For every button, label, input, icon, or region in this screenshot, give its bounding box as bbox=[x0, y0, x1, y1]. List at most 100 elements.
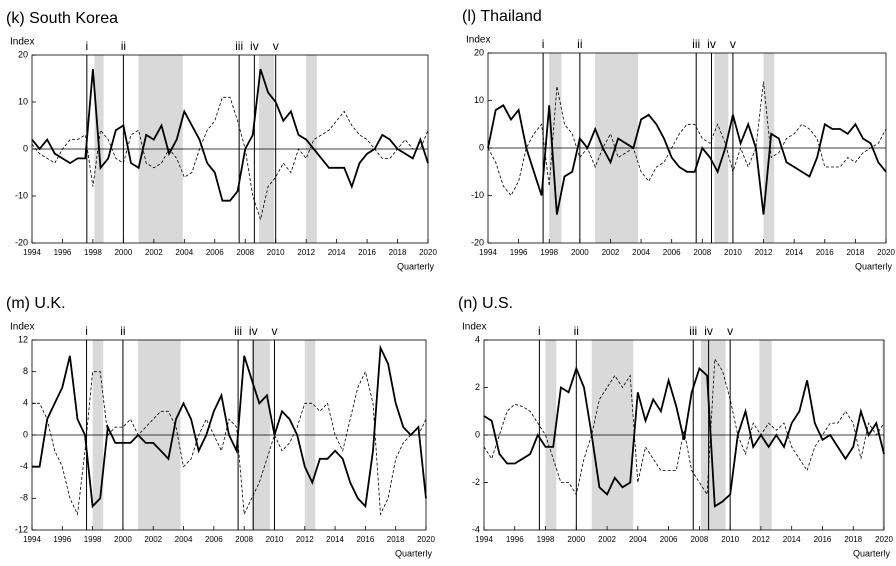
x-tick-label: 2020 bbox=[877, 248, 895, 257]
event-label: ii bbox=[577, 37, 582, 51]
series-line bbox=[32, 370, 427, 516]
x-tick-label: 1996 bbox=[506, 535, 524, 544]
x-tick-label: 1994 bbox=[23, 248, 41, 257]
x-tick-label: 2014 bbox=[783, 535, 801, 544]
y-tick-label: -10 bbox=[471, 190, 484, 200]
plot-frame bbox=[483, 339, 885, 531]
x-tick-label: 2012 bbox=[755, 248, 773, 257]
x-tick-label: 2000 bbox=[114, 535, 132, 544]
x-tick-label: 2012 bbox=[296, 535, 314, 544]
event-label: ii bbox=[121, 39, 126, 53]
y-tick-label: -4 bbox=[472, 524, 480, 534]
event-label: iv bbox=[249, 324, 258, 338]
event-label: i bbox=[85, 324, 88, 338]
x-tick-label: 1994 bbox=[475, 535, 493, 544]
event-label: iv bbox=[707, 37, 716, 51]
x-tick-label: 2010 bbox=[724, 248, 742, 257]
y-axis-label: Index bbox=[462, 322, 486, 333]
event-label: iii bbox=[235, 39, 243, 53]
event-label: v bbox=[273, 39, 279, 53]
x-tick-label: 2006 bbox=[660, 535, 678, 544]
x-tick-label: 2008 bbox=[236, 248, 254, 257]
x-tick-label: 1998 bbox=[537, 535, 555, 544]
x-tick-label: 2012 bbox=[297, 248, 315, 257]
x-tick-label: 2020 bbox=[419, 248, 437, 257]
y-tick-label: 10 bbox=[18, 96, 28, 106]
x-tick-label: 2018 bbox=[387, 535, 405, 544]
event-label: iv bbox=[704, 324, 713, 338]
x-tick-label: 2020 bbox=[417, 535, 435, 544]
x-tick-label: 2004 bbox=[175, 248, 193, 257]
x-tick-label: 2008 bbox=[693, 248, 711, 257]
y-tick-label: 12 bbox=[18, 334, 28, 344]
x-tick-label: 1996 bbox=[510, 248, 528, 257]
x-tick-label: 2014 bbox=[785, 248, 803, 257]
event-label: ii bbox=[120, 324, 125, 338]
x-tick-label: 2002 bbox=[602, 248, 620, 257]
series-line bbox=[483, 357, 885, 496]
event-label: i bbox=[85, 39, 88, 53]
chart-title: (n) U.S. bbox=[458, 295, 513, 312]
y-tick-label: 10 bbox=[474, 95, 484, 105]
x-tick-label: 2010 bbox=[267, 248, 285, 257]
x-tick-label: 2016 bbox=[814, 535, 832, 544]
x-tick-label: 2018 bbox=[846, 248, 864, 257]
chart-title: (m) U.K. bbox=[6, 295, 66, 312]
x-tick-label: 2000 bbox=[571, 248, 589, 257]
event-label: ii bbox=[574, 324, 579, 338]
x-tick-label: 2016 bbox=[358, 248, 376, 257]
x-tick-label: 2014 bbox=[326, 535, 344, 544]
event-label: iii bbox=[689, 324, 697, 338]
chart-title: (l) Thailand bbox=[462, 8, 542, 25]
x-axis-label: Quarterly bbox=[395, 548, 433, 558]
series-line bbox=[487, 104, 887, 215]
x-tick-label: 2018 bbox=[844, 535, 862, 544]
y-tick-label: -20 bbox=[15, 237, 28, 247]
x-tick-label: 2020 bbox=[875, 535, 893, 544]
series-line bbox=[487, 81, 887, 197]
x-tick-label: 2010 bbox=[721, 535, 739, 544]
event-label: v bbox=[727, 324, 733, 338]
y-tick-label: 0 bbox=[479, 142, 484, 152]
event-label: v bbox=[271, 324, 277, 338]
x-tick-label: 2016 bbox=[816, 248, 834, 257]
event-label: i bbox=[538, 324, 541, 338]
x-tick-label: 2016 bbox=[356, 535, 374, 544]
x-tick-label: 2004 bbox=[629, 535, 647, 544]
plot-frame bbox=[487, 52, 887, 244]
y-tick-label: 2 bbox=[475, 382, 480, 392]
y-tick-label: 0 bbox=[23, 143, 28, 153]
x-tick-label: 2002 bbox=[598, 535, 616, 544]
x-tick-label: 2004 bbox=[632, 248, 650, 257]
series-line bbox=[32, 344, 427, 509]
event-label: iii bbox=[234, 324, 242, 338]
y-tick-label: 8 bbox=[23, 366, 28, 376]
y-tick-label: -2 bbox=[472, 477, 480, 487]
x-tick-label: 1998 bbox=[540, 248, 558, 257]
x-tick-label: 1994 bbox=[479, 248, 497, 257]
x-tick-label: 2000 bbox=[567, 535, 585, 544]
chart-title: (k) South Korea bbox=[6, 10, 118, 27]
x-tick-label: 2002 bbox=[145, 248, 163, 257]
y-tick-label: -4 bbox=[20, 461, 28, 471]
x-axis-label: Quarterly bbox=[855, 261, 893, 271]
x-tick-label: 2000 bbox=[114, 248, 132, 257]
x-tick-label: 1994 bbox=[23, 535, 41, 544]
y-tick-label: 4 bbox=[475, 334, 480, 344]
y-axis-label: Index bbox=[466, 35, 490, 46]
x-tick-label: 2008 bbox=[690, 535, 708, 544]
y-tick-label: 0 bbox=[475, 429, 480, 439]
y-tick-label: 0 bbox=[23, 429, 28, 439]
plot-frame bbox=[31, 339, 427, 531]
x-tick-label: 2008 bbox=[235, 535, 253, 544]
x-tick-label: 1998 bbox=[84, 535, 102, 544]
x-tick-label: 2004 bbox=[175, 535, 193, 544]
y-tick-label: 4 bbox=[23, 398, 28, 408]
x-axis-label: Quarterly bbox=[853, 548, 891, 558]
x-tick-label: 1996 bbox=[54, 248, 72, 257]
series-line bbox=[31, 68, 429, 202]
x-tick-label: 2014 bbox=[328, 248, 346, 257]
x-tick-label: 2012 bbox=[752, 535, 770, 544]
event-label: iii bbox=[692, 37, 700, 51]
